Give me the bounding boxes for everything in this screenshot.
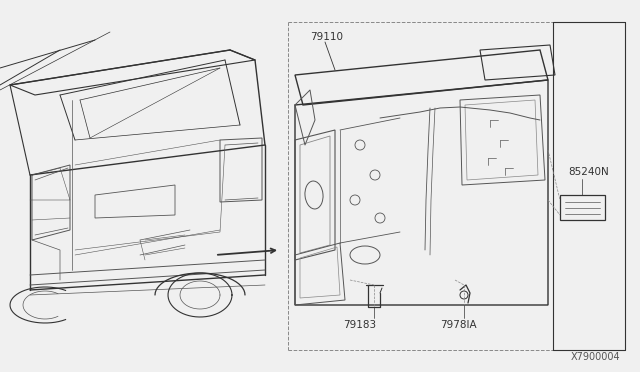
Text: 85240N: 85240N [568, 167, 609, 177]
Text: X7900004: X7900004 [570, 352, 620, 362]
Text: 79110: 79110 [310, 32, 343, 42]
Text: 7978IA: 7978IA [440, 320, 476, 330]
Text: 79183: 79183 [344, 320, 376, 330]
